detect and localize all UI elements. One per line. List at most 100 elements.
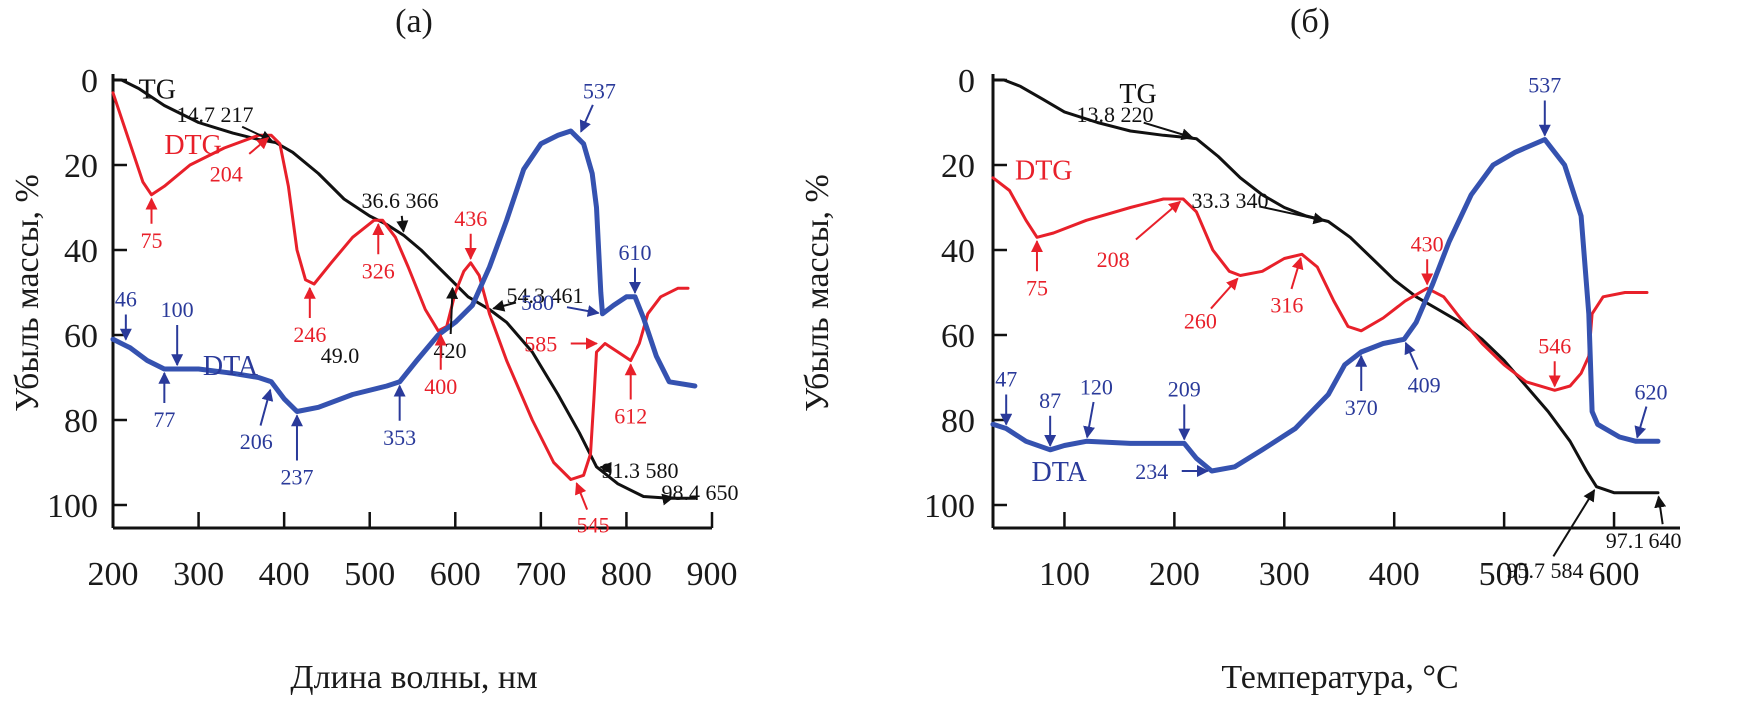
- panel-b-annotation: 33.3 340: [1192, 188, 1326, 225]
- panel-a-annotation: 585: [524, 332, 598, 357]
- panel-b-annotation-label: 95.7 584: [1507, 558, 1584, 583]
- panel-b-annotation-arrow: [1143, 121, 1194, 141]
- panel-a-annotation-arrow: [661, 493, 675, 506]
- panel-a-x-tick-label: 800: [601, 556, 652, 593]
- panel-a-annotation: 36.6 366: [362, 188, 439, 233]
- panel-a-annotation-label: 206: [240, 429, 273, 454]
- panel-b-annotation: 370: [1345, 354, 1378, 420]
- panel-b-annotation: 620: [1635, 379, 1668, 439]
- panel-a-y-tick-label: 100: [47, 488, 98, 525]
- panel-a-y-tick-label: 0: [81, 63, 98, 100]
- panel-b-annotation-label: 430: [1411, 231, 1444, 256]
- panel-a-annotation-arrow: [446, 286, 459, 335]
- panel-b-y-tick-label: 20: [941, 148, 975, 185]
- panel-a-annotation: 98.4 650: [661, 480, 739, 506]
- panel-a-y-tick-label: 80: [64, 403, 98, 440]
- panel-b-annotation-label: 209: [1168, 376, 1201, 401]
- panel-b-annotation-arrow: [1404, 341, 1419, 371]
- panel-b-annotation: DTG: [1015, 155, 1073, 186]
- panel-a-y-tick-label: 20: [64, 148, 98, 185]
- panel-b-annotation-label: 33.3 340: [1192, 188, 1269, 213]
- panel-b-annotation-label: 75: [1026, 275, 1048, 300]
- panel-a: (a) 0 20 40 60 80 100 200 300 400 500 600 700 800 900…: [9, 3, 739, 696]
- panel-b-annotation-arrow: [1654, 495, 1667, 525]
- panel-b-annotation-label: 370: [1345, 395, 1378, 420]
- panel-b-annotation-arrow: [1290, 256, 1304, 290]
- panel-a-annotation-label: 100: [161, 297, 194, 322]
- panel-b-x-tick-label: 400: [1369, 556, 1420, 593]
- panel-b-x-tick-label: 200: [1149, 556, 1200, 593]
- panel-b-y-tick-label: 80: [941, 403, 975, 440]
- panel-b-y-axis-title: Убыль массы, %: [799, 174, 836, 412]
- panel-a-annotation-label: 545: [577, 513, 610, 538]
- panel-a-annotation-label: 46: [115, 287, 137, 312]
- panel-b-annotations: TG DTG DTA 13.8 220 33.3 340 95.7 584 97.1 640 7…: [995, 73, 1681, 584]
- panel-b-annotation: 87: [1039, 388, 1061, 447]
- panel-a-annotation-label: 610: [618, 240, 651, 265]
- panel-a-series-label-tg: TG: [139, 75, 176, 106]
- panel-b-annotation: 409: [1404, 341, 1441, 397]
- panel-b-annotation-label: 316: [1270, 292, 1303, 317]
- panel-a-annotation: 537: [579, 78, 616, 133]
- panel-a-y-tick-label: 60: [64, 318, 98, 355]
- panel-b-title: (б): [1290, 3, 1330, 40]
- panel-b-annotation-arrow: [1210, 277, 1239, 310]
- panel-a-annotation-label: 75: [141, 228, 163, 253]
- panel-a-annotation-label: 420: [434, 338, 467, 363]
- panel-a-axes: 0 20 40 60 80 100 200 300 400 500 600 700 800 900: [47, 63, 738, 593]
- panel-b-annotation-label: 13.8 220: [1077, 102, 1154, 127]
- panel-b-y-tick-label: 40: [941, 233, 975, 270]
- panel-b-annotation-arrow: [1083, 401, 1095, 439]
- panel-b-annotation-arrow: [1552, 489, 1596, 557]
- panel-b-series-label-dta: DTA: [1031, 457, 1087, 488]
- panel-a-x-axis-title: Длина волны, нм: [290, 659, 537, 696]
- panel-a-annotation: 54.3 461: [492, 283, 584, 312]
- panel-b: (б) 0 20 40 60 80 100 100 200 300 400 500 600 TG DTG…: [799, 3, 1682, 696]
- panel-a-annotation: 91.3 580: [599, 458, 679, 483]
- panel-a-annotation: 580: [521, 290, 600, 317]
- panel-a-annotation: 612: [614, 363, 647, 429]
- panel-b-annotation: 209: [1168, 376, 1201, 441]
- panel-a-x-tick-label: 700: [515, 556, 566, 593]
- panel-a-annotations: TG DTG DTA 14.7 217 36.6 366 49.0 420 54.3 461 9…: [115, 75, 739, 538]
- panel-a-x-tick-label: 400: [259, 556, 310, 593]
- panel-a-annotation-label: 98.4 650: [662, 480, 739, 505]
- panel-b-series-dta: [990, 137, 1661, 474]
- panel-a-annotation-arrow: [599, 461, 612, 474]
- panel-a-annotation: 400: [424, 333, 457, 399]
- panel-a-annotation-arrow: [566, 305, 600, 317]
- panel-b-annotation-label: 234: [1135, 459, 1168, 484]
- panel-a-annotation-label: 54.3 461: [507, 283, 584, 308]
- panel-a-annotation: 49.0: [321, 343, 360, 368]
- panel-b-annotation-arrow: [1259, 205, 1326, 225]
- panel-a-annotation: 610: [618, 240, 651, 294]
- panel-b-annotation: TG: [1119, 79, 1156, 110]
- panel-a-annotation-label: 353: [383, 425, 416, 450]
- panel-b-x-tick-label: 500: [1479, 556, 1530, 593]
- panel-a-annotation-arrow: [492, 299, 517, 312]
- panel-b-y-tick-label: 100: [924, 488, 975, 525]
- panel-a-annotation: DTA: [203, 351, 259, 382]
- panel-b-annotation: 640: [1649, 495, 1682, 553]
- panel-a-series-dta: [110, 128, 698, 414]
- panel-b-annotation-label: 409: [1408, 372, 1441, 397]
- panel-a-annotation: 436: [454, 206, 487, 260]
- panel-b-annotation: 13.8 220: [1077, 102, 1194, 141]
- panel-a-annotation-label: 326: [362, 258, 395, 283]
- panel-a-annotation-arrow: [259, 388, 274, 426]
- panel-a-annotation-label: 400: [424, 374, 457, 399]
- panel-b-annotation: 47: [995, 367, 1017, 426]
- panel-b-y-tick-label: 0: [958, 63, 975, 100]
- panel-b-x-tick-label: 600: [1589, 556, 1640, 593]
- panel-a-annotation-label: 14.7 217: [177, 102, 254, 127]
- panel-a-annotation-label: 580: [521, 290, 554, 315]
- panel-b-annotation: 537: [1528, 73, 1561, 137]
- panel-b-annotation: 208: [1097, 200, 1182, 272]
- panel-a-annotation-arrow: [575, 482, 589, 511]
- panel-a-annotation: 246: [293, 286, 326, 347]
- panel-a-x-tick-label: 900: [687, 556, 738, 593]
- panel-b-x-tick-label: 100: [1039, 556, 1090, 593]
- panel-a-annotation: 77: [153, 371, 175, 432]
- panel-b-annotation-label: 640: [1649, 528, 1682, 553]
